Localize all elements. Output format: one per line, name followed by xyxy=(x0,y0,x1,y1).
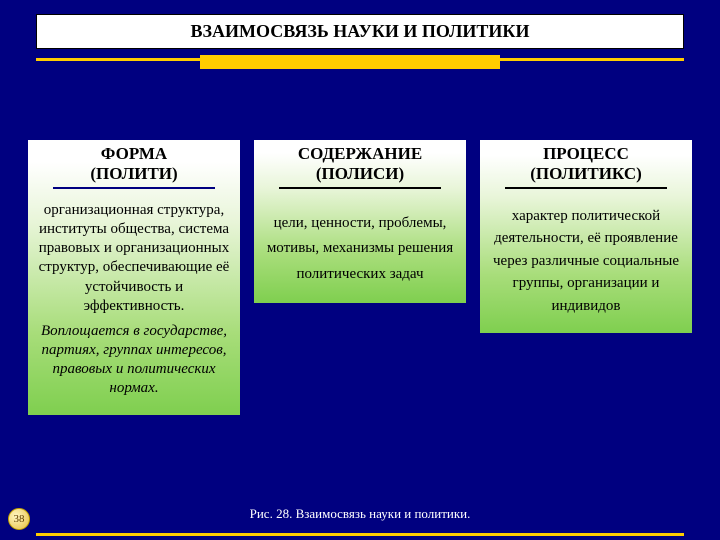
header-underline xyxy=(505,187,667,189)
column-process: ПРОЦЕСС (ПОЛИТИКС) характер политической… xyxy=(480,140,692,415)
header-underline xyxy=(53,187,215,189)
figure-caption: Рис. 28. Взаимосвязь науки и политики. xyxy=(0,506,720,522)
slide-title: ВЗАИМОСВЯЗЬ НАУКИ И ПОЛИТИКИ xyxy=(36,14,684,49)
divider-top xyxy=(36,58,684,61)
column-header: ФОРМА (ПОЛИТИ) xyxy=(28,140,240,189)
header-line2: (ПОЛИТИКС) xyxy=(482,164,690,184)
column-header: ПРОЦЕСС (ПОЛИТИКС) xyxy=(480,140,692,189)
column-form: ФОРМА (ПОЛИТИ) организационная структура… xyxy=(28,140,240,415)
body-main: организационная структура, институты общ… xyxy=(34,201,234,316)
body-main: цели, ценности, проблемы, мотивы, механи… xyxy=(260,211,460,288)
header-line1: ФОРМА xyxy=(30,144,238,164)
divider-bottom xyxy=(36,533,684,536)
columns-container: ФОРМА (ПОЛИТИ) организационная структура… xyxy=(28,140,692,415)
header-line1: СОДЕРЖАНИЕ xyxy=(256,144,464,164)
column-body: характер политической деятельности, её п… xyxy=(480,193,692,334)
column-body: организационная структура, институты общ… xyxy=(28,193,240,415)
header-line2: (ПОЛИТИ) xyxy=(30,164,238,184)
column-content: СОДЕРЖАНИЕ (ПОЛИСИ) цели, ценности, проб… xyxy=(254,140,466,415)
header-line1: ПРОЦЕСС xyxy=(482,144,690,164)
column-body: цели, ценности, проблемы, мотивы, механи… xyxy=(254,193,466,304)
header-line2: (ПОЛИСИ) xyxy=(256,164,464,184)
page-number-badge: 38 xyxy=(8,508,30,530)
body-main: характер политической деятельности, её п… xyxy=(486,205,686,318)
column-header: СОДЕРЖАНИЕ (ПОЛИСИ) xyxy=(254,140,466,189)
header-underline xyxy=(279,187,441,189)
body-italic: Воплощается в государстве, партиях, груп… xyxy=(34,322,234,399)
